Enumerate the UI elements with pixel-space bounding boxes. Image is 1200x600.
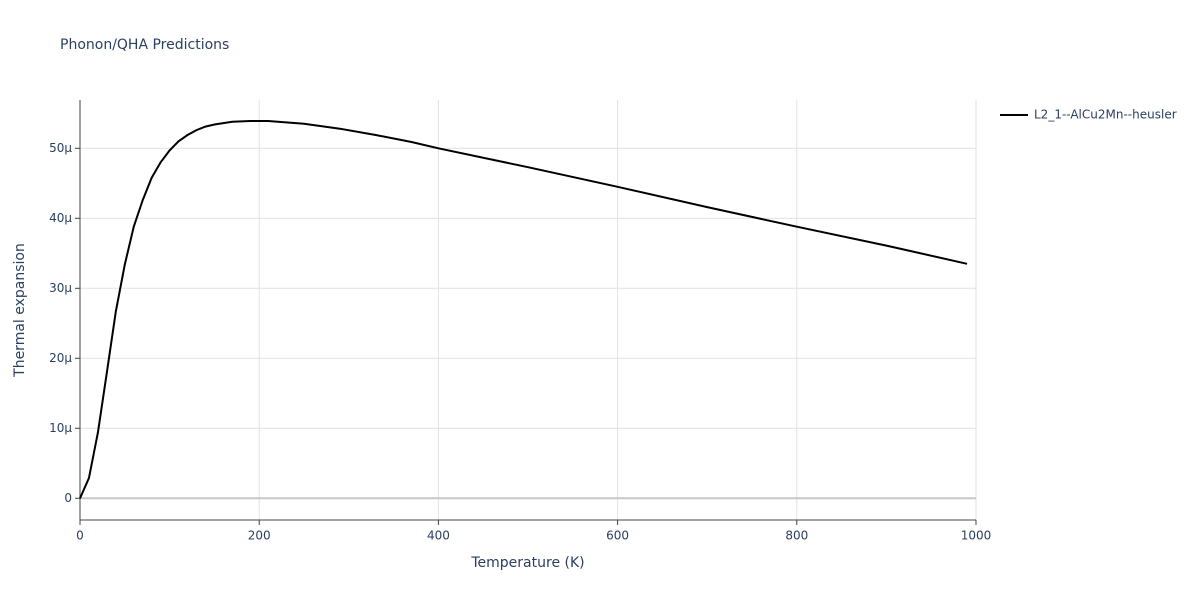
x-tick-label: 600 xyxy=(606,529,629,543)
y-tick-label: 0 xyxy=(64,491,72,505)
chart-title: Phonon/QHA Predictions xyxy=(60,37,229,53)
x-tick-label: 1000 xyxy=(961,529,992,543)
y-tick-label: 30µ xyxy=(49,281,72,295)
x-tick-label: 400 xyxy=(427,529,450,543)
y-tick-label: 20µ xyxy=(49,351,72,365)
x-axis-title: Temperature (K) xyxy=(470,555,584,571)
x-tick-label: 0 xyxy=(76,529,84,543)
y-tick-label: 40µ xyxy=(49,211,72,225)
x-tick-label: 800 xyxy=(785,529,808,543)
y-axis-title: Thermal expansion xyxy=(12,243,28,378)
x-tick-label: 200 xyxy=(248,529,271,543)
y-tick-label: 50µ xyxy=(49,141,72,155)
data-line xyxy=(79,120,968,499)
legend-label: L2_1--AlCu2Mn--heusler xyxy=(1034,108,1177,122)
y-tick-label: 10µ xyxy=(49,421,72,435)
